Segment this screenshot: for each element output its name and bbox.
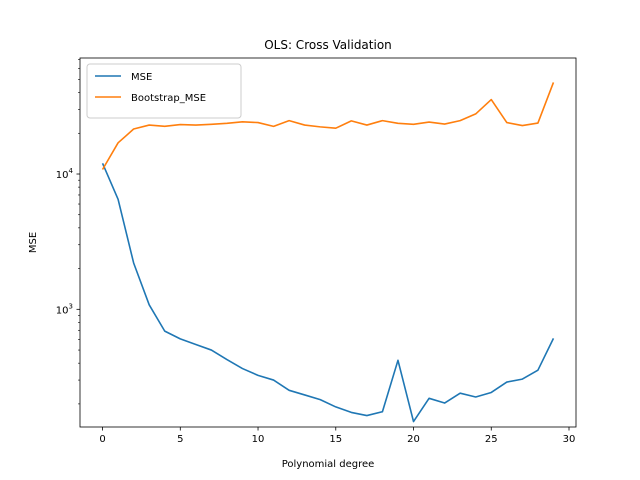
x-tick-label: 0	[99, 434, 105, 445]
x-tick-label: 10	[252, 434, 265, 445]
y-axis-label: MSE	[28, 232, 39, 253]
x-tick-label: 25	[485, 434, 498, 445]
x-tick-label: 15	[329, 434, 342, 445]
x-tick-label: 30	[563, 434, 576, 445]
y-tick-label: 104	[56, 167, 74, 181]
series-line-mse	[101, 162, 555, 423]
y-tick-base: 10	[56, 305, 69, 316]
x-axis-ticks: 0 5 10 15 20 25 30	[99, 427, 575, 445]
legend-label: Bootstrap_MSE	[131, 93, 206, 104]
axes-frame	[79, 57, 577, 428]
y-tick-exponent: 3	[69, 302, 73, 310]
x-axis-label: Polynomial degree	[282, 459, 375, 470]
chart-title: OLS: Cross Validation	[264, 38, 392, 52]
legend: MSE Bootstrap_MSE	[86, 63, 242, 119]
legend-label: MSE	[131, 72, 152, 83]
y-tick-base: 10	[56, 170, 69, 181]
y-tick-label: 103	[56, 302, 73, 316]
series-line-bootstrap-mse	[101, 82, 555, 170]
y-tick-exponent: 4	[69, 167, 74, 175]
plot-area	[101, 82, 555, 423]
x-tick-label: 5	[177, 434, 183, 445]
x-tick-label: 20	[407, 434, 420, 445]
legend-box	[86, 63, 242, 119]
